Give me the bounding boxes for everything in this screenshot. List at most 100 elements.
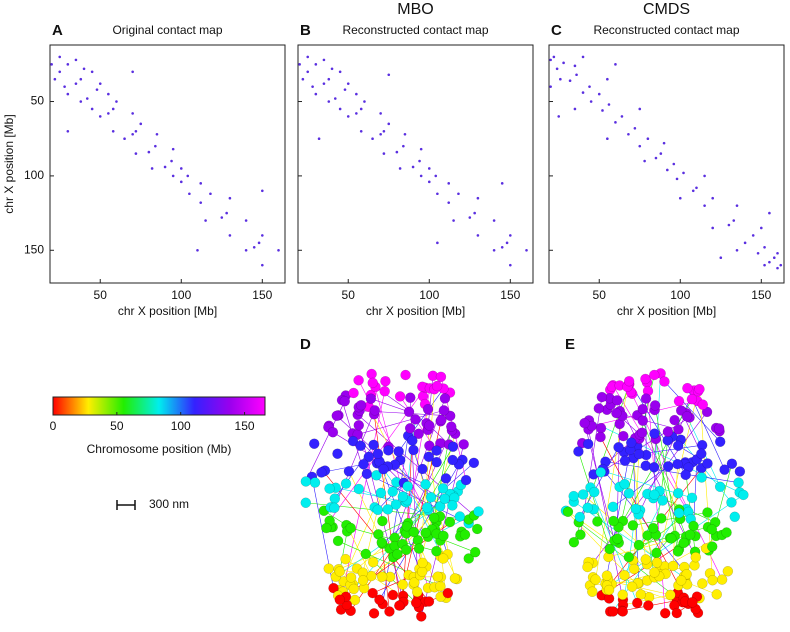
- bead: [438, 405, 450, 416]
- bead: [716, 574, 728, 585]
- contact-point: [457, 192, 460, 196]
- contact-point: [154, 144, 157, 148]
- contact-point: [581, 91, 585, 94]
- contact-point: [196, 248, 199, 252]
- bead: [411, 586, 423, 598]
- bead: [702, 458, 713, 469]
- bead: [633, 539, 645, 551]
- bead: [348, 387, 359, 399]
- bead: [590, 574, 601, 585]
- bead: [353, 375, 364, 386]
- contact-point: [147, 150, 151, 154]
- bead: [439, 393, 451, 404]
- bead: [340, 553, 351, 565]
- contact-point: [614, 63, 617, 66]
- bead: [459, 529, 471, 540]
- contact-point: [411, 165, 415, 169]
- bead: [358, 459, 369, 470]
- bead: [308, 438, 320, 449]
- bead: [397, 491, 409, 502]
- contact-point: [179, 180, 183, 184]
- contact-point: [261, 189, 264, 193]
- bead: [434, 501, 446, 512]
- bead: [729, 511, 741, 523]
- contact-point: [768, 260, 771, 264]
- bead: [625, 437, 637, 448]
- contact-point: [468, 216, 472, 219]
- bead: [623, 488, 635, 499]
- bead: [438, 530, 449, 542]
- bead: [446, 421, 457, 432]
- bead: [651, 557, 663, 568]
- contact-point: [772, 256, 776, 260]
- bead: [667, 560, 679, 572]
- bond: [588, 429, 624, 600]
- bead: [387, 486, 398, 497]
- bead: [423, 451, 435, 463]
- bond: [334, 410, 376, 508]
- bead: [357, 575, 369, 586]
- bead: [374, 594, 385, 606]
- contact-point: [311, 85, 314, 88]
- bead: [665, 589, 676, 601]
- contact-point: [666, 168, 669, 172]
- bead: [360, 548, 372, 560]
- bead: [697, 399, 709, 410]
- contact-point: [695, 186, 698, 190]
- bead: [332, 448, 343, 459]
- contact-point: [760, 226, 763, 230]
- bead: [382, 504, 394, 515]
- contact-point: [419, 174, 423, 178]
- contact-point: [763, 263, 766, 267]
- contact-point: [672, 162, 676, 166]
- x-tick-label: 150: [751, 288, 771, 302]
- bead: [435, 371, 447, 383]
- contact-point: [107, 112, 110, 115]
- contact-point: [588, 85, 591, 88]
- contact-point: [500, 182, 504, 185]
- bond: [693, 459, 698, 527]
- bead: [681, 411, 693, 422]
- colorbar: [52, 396, 266, 416]
- x-tick-label: 100: [419, 288, 439, 302]
- bead: [323, 563, 334, 574]
- bead: [649, 400, 661, 411]
- bead: [410, 597, 422, 609]
- bond: [398, 388, 444, 452]
- contact-point: [322, 82, 326, 85]
- bead: [416, 566, 428, 577]
- bead: [627, 520, 639, 531]
- bead: [340, 478, 352, 489]
- contact-point: [58, 70, 62, 74]
- bead: [702, 507, 713, 518]
- contact-point: [95, 88, 99, 91]
- contact-point: [188, 192, 191, 196]
- bead: [596, 391, 608, 403]
- bead: [657, 495, 668, 506]
- bead: [647, 522, 659, 534]
- bead: [400, 369, 411, 381]
- bead: [619, 478, 630, 490]
- bead: [413, 428, 424, 439]
- bead: [722, 565, 734, 577]
- contact-point: [131, 112, 134, 115]
- bead: [449, 573, 461, 584]
- bead: [372, 504, 384, 516]
- bond: [664, 381, 721, 442]
- bond: [680, 439, 732, 503]
- contact-point: [317, 137, 321, 141]
- contact-point: [115, 100, 118, 103]
- contact-point: [228, 196, 232, 200]
- bead: [321, 522, 332, 534]
- bead: [707, 574, 718, 586]
- bead: [607, 606, 619, 617]
- contact-point: [74, 82, 78, 85]
- contact-point: [98, 115, 102, 118]
- contact-point: [330, 67, 334, 71]
- bead: [603, 584, 615, 596]
- y-tick-label: 100: [24, 168, 44, 182]
- bead: [300, 476, 312, 487]
- bead: [623, 551, 635, 563]
- bead: [613, 442, 624, 453]
- contact-point: [711, 196, 714, 200]
